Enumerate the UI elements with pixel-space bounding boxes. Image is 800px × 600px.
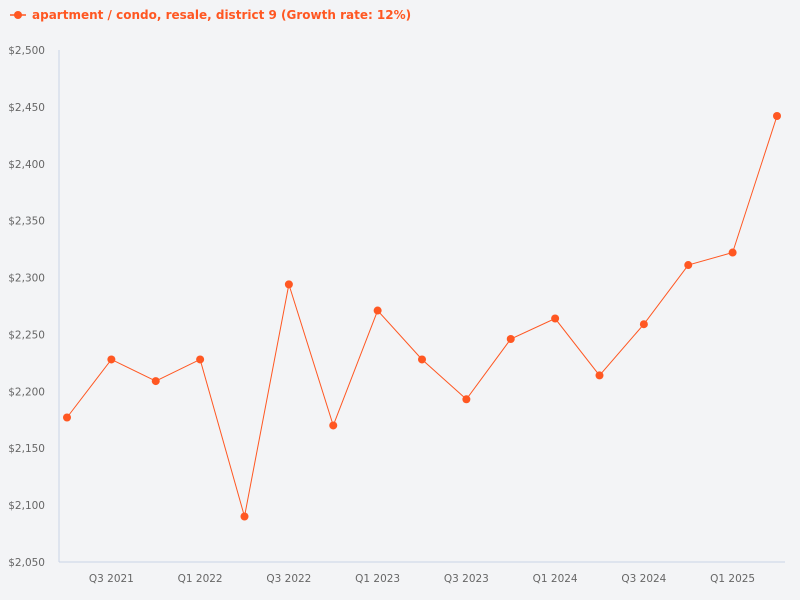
x-axis-ticks: Q3 2021 Q1 2022 Q3 2022 Q1 2023 Q3 2023 Q1 20…	[89, 573, 755, 585]
legend-item[interactable]: apartment / condo, resale, district 9 (G…	[10, 8, 411, 22]
x-tick-label: Q1 2025	[710, 573, 755, 585]
data-point[interactable]	[684, 261, 693, 270]
data-point[interactable]	[284, 280, 293, 289]
axes	[58, 50, 785, 563]
data-point[interactable]	[773, 111, 781, 120]
x-tick-label: Q3 2024	[621, 573, 666, 585]
y-tick-label: $2,250	[8, 329, 45, 341]
y-axis-ticks: $2,050 $2,100 $2,150 $2,200 $2,250 $2,300 $2,3…	[8, 45, 45, 569]
data-point[interactable]	[506, 334, 515, 343]
data-point[interactable]	[728, 248, 737, 257]
data-point[interactable]	[418, 355, 426, 364]
series-points	[63, 111, 781, 521]
x-tick-label: Q1 2024	[533, 573, 578, 585]
x-tick-label: Q1 2023	[355, 573, 400, 585]
y-tick-label: $2,400	[8, 159, 45, 171]
series-line	[66, 115, 778, 517]
data-point[interactable]	[151, 377, 160, 386]
y-tick-label: $2,450	[8, 102, 45, 114]
legend-label: apartment / condo, resale, district 9 (G…	[32, 8, 412, 22]
data-point[interactable]	[373, 306, 382, 315]
data-point[interactable]	[462, 395, 471, 404]
line-marker-icon	[10, 11, 26, 19]
data-point[interactable]	[551, 314, 560, 323]
data-point[interactable]	[107, 355, 116, 364]
y-tick-label: $2,500	[8, 45, 45, 57]
data-point[interactable]	[595, 371, 604, 380]
data-point[interactable]	[639, 320, 648, 329]
y-tick-label: $2,100	[8, 500, 45, 512]
x-tick-label: Q3 2021	[89, 573, 134, 585]
data-point[interactable]	[196, 355, 205, 364]
y-tick-label: $2,300	[8, 273, 45, 285]
data-point[interactable]	[63, 413, 71, 422]
y-tick-label: $2,150	[8, 443, 45, 455]
x-tick-label: Q3 2022	[266, 573, 311, 585]
data-point[interactable]	[240, 512, 249, 521]
x-tick-label: Q1 2022	[178, 573, 223, 585]
y-tick-label: $2,350	[8, 216, 45, 228]
y-tick-label: $2,050	[8, 557, 45, 569]
x-tick-label: Q3 2023	[444, 573, 489, 585]
y-tick-label: $2,200	[8, 386, 45, 398]
data-point[interactable]	[329, 421, 338, 430]
